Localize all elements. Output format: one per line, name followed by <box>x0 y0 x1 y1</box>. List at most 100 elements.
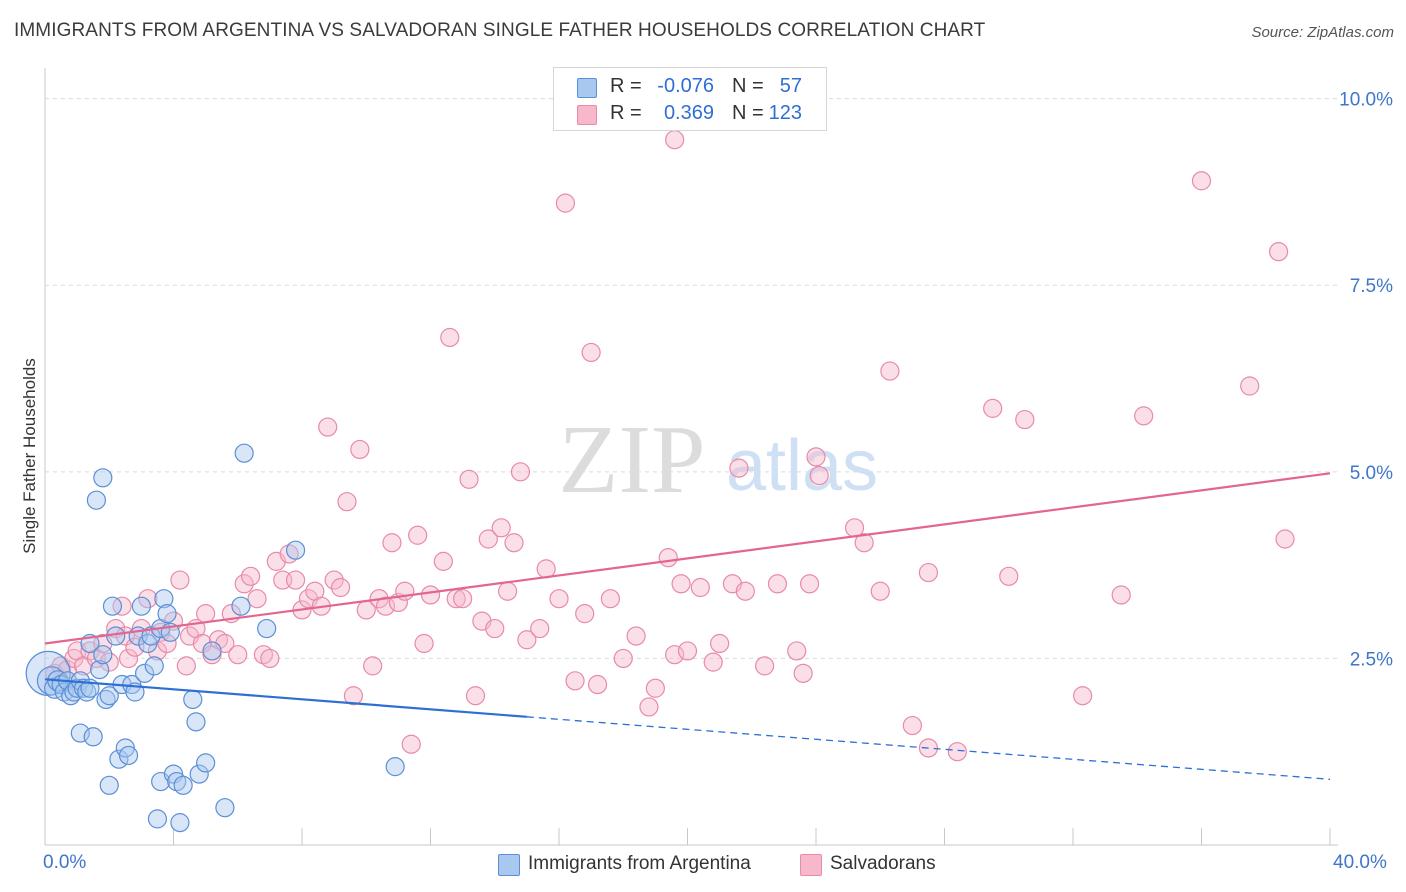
point-salvadorans <box>793 663 813 683</box>
point-salvadorans <box>350 439 370 460</box>
point-argentina <box>170 813 190 833</box>
point-salvadorans <box>665 645 685 665</box>
y-tick-label: 7.5% <box>1350 276 1393 297</box>
point-salvadorans <box>401 734 421 754</box>
point-salvadorans <box>1073 686 1093 706</box>
y-tick-label: 10.0% <box>1339 90 1393 111</box>
point-salvadorans <box>806 447 826 467</box>
point-salvadorans <box>1268 242 1289 262</box>
legend-swatch-pink <box>800 854 822 876</box>
point-salvadorans <box>125 637 145 657</box>
point-argentina <box>118 745 139 766</box>
point-salvadorans <box>690 577 710 598</box>
point-argentina <box>231 596 251 616</box>
point-salvadorans <box>639 697 659 717</box>
point-salvadorans <box>330 577 351 598</box>
point-salvadorans <box>799 574 820 594</box>
point-argentina <box>285 540 306 560</box>
legend-r-value: 0.369 <box>663 102 714 124</box>
point-salvadorans <box>324 570 344 590</box>
point-salvadorans <box>517 630 537 650</box>
trend-line-argentina-extrapolated <box>526 716 1331 780</box>
point-salvadorans <box>440 327 460 348</box>
point-salvadorans <box>1191 171 1212 191</box>
point-argentina <box>147 809 168 829</box>
point-salvadorans <box>600 589 621 609</box>
grid-layer <box>44 68 1338 846</box>
point-salvadorans <box>414 633 434 654</box>
point-salvadorans <box>170 570 190 590</box>
point-salvadorans <box>677 641 698 661</box>
point-argentina <box>102 596 123 616</box>
point-argentina <box>99 686 119 706</box>
point-argentina <box>196 753 216 773</box>
point-salvadorans <box>176 656 196 676</box>
point-salvadorans <box>375 596 396 616</box>
point-salvadorans <box>575 604 595 624</box>
point-salvadorans <box>478 529 498 549</box>
point-salvadorans <box>485 618 505 639</box>
point-salvadorans <box>382 533 402 553</box>
point-argentina <box>186 712 206 732</box>
point-argentina <box>109 749 129 769</box>
point-salvadorans <box>196 604 216 624</box>
y-tick-label: 5.0% <box>1350 463 1393 484</box>
point-salvadorans <box>549 589 569 609</box>
point-salvadorans <box>234 574 254 594</box>
point-salvadorans <box>880 361 900 381</box>
point-salvadorans <box>285 570 306 590</box>
point-salvadorans <box>510 462 531 482</box>
point-salvadorans <box>870 581 890 601</box>
point-salvadorans <box>754 656 775 676</box>
legend-n-value: 123 <box>768 102 802 124</box>
point-salvadorans <box>337 492 357 512</box>
point-salvadorans <box>1134 406 1154 426</box>
point-argentina <box>234 443 254 463</box>
point-salvadorans <box>1275 529 1295 549</box>
point-salvadorans <box>703 652 723 672</box>
point-argentina <box>173 775 193 795</box>
point-argentina <box>96 689 116 710</box>
y-axis-label: Single Father Households <box>20 358 39 554</box>
point-salvadorans <box>498 581 518 601</box>
point-salvadorans <box>343 686 363 706</box>
point-argentina <box>93 468 113 488</box>
point-salvadorans <box>809 465 829 486</box>
x-tick-max: 40.0% <box>1333 852 1387 873</box>
point-argentina <box>154 589 174 609</box>
legend-swatch-blue <box>498 854 520 876</box>
point-argentina <box>90 660 110 680</box>
point-argentina <box>202 641 222 661</box>
point-salvadorans <box>626 626 646 646</box>
point-salvadorans <box>555 193 576 213</box>
legend-r-label: R = <box>610 75 642 97</box>
point-argentina <box>83 727 103 747</box>
legend-row-salvadorans: R = 0.369 N = 123 <box>554 101 826 127</box>
point-salvadorans <box>729 458 749 478</box>
legend-swatch-blue <box>577 78 597 98</box>
series-salvadorans <box>45 130 1295 762</box>
trend-lines <box>44 472 1331 780</box>
point-salvadorans <box>99 652 119 672</box>
point-salvadorans <box>1111 585 1131 605</box>
point-salvadorans <box>918 562 939 583</box>
point-salvadorans <box>587 674 608 695</box>
legend-n-label: N = <box>732 102 764 124</box>
legend-n-value: 57 <box>779 75 802 97</box>
y-tick-label: 2.5% <box>1350 649 1393 670</box>
point-salvadorans <box>453 589 473 609</box>
point-salvadorans <box>465 686 486 706</box>
point-argentina <box>93 645 113 665</box>
point-argentina <box>86 490 107 510</box>
point-salvadorans <box>433 551 453 571</box>
point-salvadorans <box>613 648 633 669</box>
point-argentina <box>157 604 177 624</box>
point-argentina <box>189 764 209 784</box>
point-salvadorans <box>504 533 524 553</box>
point-salvadorans <box>665 130 685 150</box>
point-salvadorans <box>999 566 1019 586</box>
stats-legend: R = -0.076 N = 57 R = 0.369 N = 123 <box>553 67 827 131</box>
point-argentina <box>385 757 405 777</box>
point-salvadorans <box>767 574 788 594</box>
point-argentina <box>144 656 164 676</box>
